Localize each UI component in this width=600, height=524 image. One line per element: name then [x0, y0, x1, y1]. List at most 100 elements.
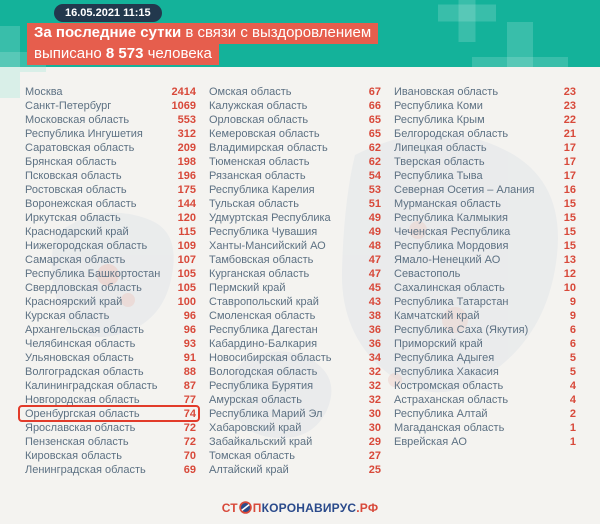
region-value: 69 [183, 464, 196, 476]
headline-line2-suffix: человека [143, 45, 212, 62]
region-value: 72 [183, 422, 196, 434]
region-row: Тульская область 51 [209, 197, 381, 211]
region-row: Самарская область 107 [25, 253, 196, 267]
region-value: 88 [183, 366, 196, 378]
region-column-2: Омская область 67 Калужская область 66 Орлов… [209, 85, 381, 477]
region-row: Тюменская область 62 [209, 155, 381, 169]
region-value: 47 [368, 254, 381, 266]
region-row: Республика Башкортостан 105 [25, 267, 196, 281]
region-value: 1 [569, 422, 576, 434]
region-name: Свердловская область [25, 282, 142, 294]
region-name: Республика Башкортостан [25, 268, 161, 280]
plus-icon [472, 22, 568, 67]
region-value: 105 [177, 268, 196, 280]
region-value: 5 [569, 352, 576, 364]
timestamp-badge: 16.05.2021 11:15 [54, 4, 162, 22]
russia-map-watermark [51, 133, 558, 439]
region-row: Красноярский край 100 [25, 295, 196, 309]
region-name: Кабардино-Балкария [209, 338, 318, 350]
region-value: 91 [183, 352, 196, 364]
region-row: Омская область 67 [209, 85, 381, 99]
region-value: 93 [183, 338, 196, 350]
region-value: 53 [368, 184, 381, 196]
region-name: Республика Саха (Якутия) [394, 324, 529, 336]
region-row: Еврейская АО 1 [394, 435, 576, 449]
region-value: 54 [368, 170, 381, 182]
region-row: Астраханская область 4 [394, 393, 576, 407]
region-name: Ярославская область [25, 422, 136, 434]
region-name: Брянская область [25, 156, 117, 168]
region-row: Орловская область 65 [209, 113, 381, 127]
region-name: Челябинская область [25, 338, 136, 350]
region-name: Ивановская область [394, 86, 499, 98]
region-value: 9 [569, 296, 576, 308]
region-value: 107 [177, 254, 196, 266]
region-row: Республика Мордовия 15 [394, 239, 576, 253]
headline-line1-rest: в связи с выздоровлением [181, 24, 372, 41]
headline-line1: За последние сутки в связи с выздоровлен… [27, 23, 379, 44]
region-value: 100 [177, 296, 196, 308]
region-name: Астраханская область [394, 394, 509, 406]
region-row: Пермский край 45 [209, 281, 381, 295]
region-value: 30 [368, 408, 381, 420]
region-value: 47 [368, 268, 381, 280]
region-row: Республика Марий Эл 30 [209, 407, 381, 421]
region-name: Республика Коми [394, 100, 483, 112]
region-row: Удмуртская Республика 49 [209, 211, 381, 225]
region-value: 9 [569, 310, 576, 322]
region-value: 32 [368, 394, 381, 406]
region-name: Белгородская область [394, 128, 509, 140]
region-value: 38 [368, 310, 381, 322]
region-row: Республика Татарстан 9 [394, 295, 576, 309]
region-value: 4 [569, 380, 576, 392]
region-value: 17 [563, 156, 576, 168]
region-row: Республика Тыва 17 [394, 169, 576, 183]
region-name: Хабаровский край [209, 422, 302, 434]
region-name: Республика Карелия [209, 184, 315, 196]
region-value: 209 [177, 142, 196, 154]
region-row: Республика Крым 22 [394, 113, 576, 127]
headline-line2-prefix: выписано [34, 45, 106, 62]
region-name: Республика Адыгея [394, 352, 495, 364]
region-value: 15 [563, 212, 576, 224]
region-name: Курская область [25, 310, 110, 322]
region-name: Республика Дагестан [209, 324, 318, 336]
region-value: 72 [183, 436, 196, 448]
region-row: Ленинградская область 69 [25, 463, 196, 477]
region-name: Приморский край [394, 338, 483, 350]
region-name: Севастополь [394, 268, 461, 280]
region-value: 32 [368, 366, 381, 378]
region-row: Ивановская область 23 [394, 85, 576, 99]
region-row: Московская область 553 [25, 113, 196, 127]
logo-text-p: П [252, 501, 262, 515]
region-row: Курская область 96 [25, 309, 196, 323]
region-row-highlighted: Оренбургская область 74 [18, 405, 200, 422]
region-value: 175 [177, 184, 196, 196]
region-value: 36 [368, 324, 381, 336]
region-value: 17 [563, 142, 576, 154]
region-name: Воронежская область [25, 198, 137, 210]
region-name: Забайкальский край [209, 436, 313, 448]
region-value: 66 [368, 100, 381, 112]
region-value: 196 [177, 170, 196, 182]
region-name: Камчатский край [394, 310, 480, 322]
region-value: 2414 [171, 86, 196, 98]
region-value: 29 [368, 436, 381, 448]
region-name: Удмуртская Республика [209, 212, 331, 224]
region-name: Ленинградская область [25, 464, 146, 476]
recovered-count: 8 573 [105, 45, 144, 62]
region-value: 115 [178, 226, 196, 238]
region-name: Архангельская область [25, 324, 144, 336]
region-value: 65 [368, 114, 381, 126]
region-value: 198 [177, 156, 196, 168]
region-value: 70 [183, 450, 196, 462]
region-row: Вологодская область 32 [209, 365, 381, 379]
region-row: Хабаровский край 30 [209, 421, 381, 435]
region-name: Смоленская область [209, 310, 316, 322]
region-name: Санкт-Петербург [25, 100, 112, 112]
region-row: Санкт-Петербург 1069 [25, 99, 196, 113]
region-row: Челябинская область 93 [25, 337, 196, 351]
region-row: Мурманская область 15 [394, 197, 576, 211]
headline-line1-bold: За последние сутки [34, 24, 182, 41]
region-row: Республика Адыгея 5 [394, 351, 576, 365]
